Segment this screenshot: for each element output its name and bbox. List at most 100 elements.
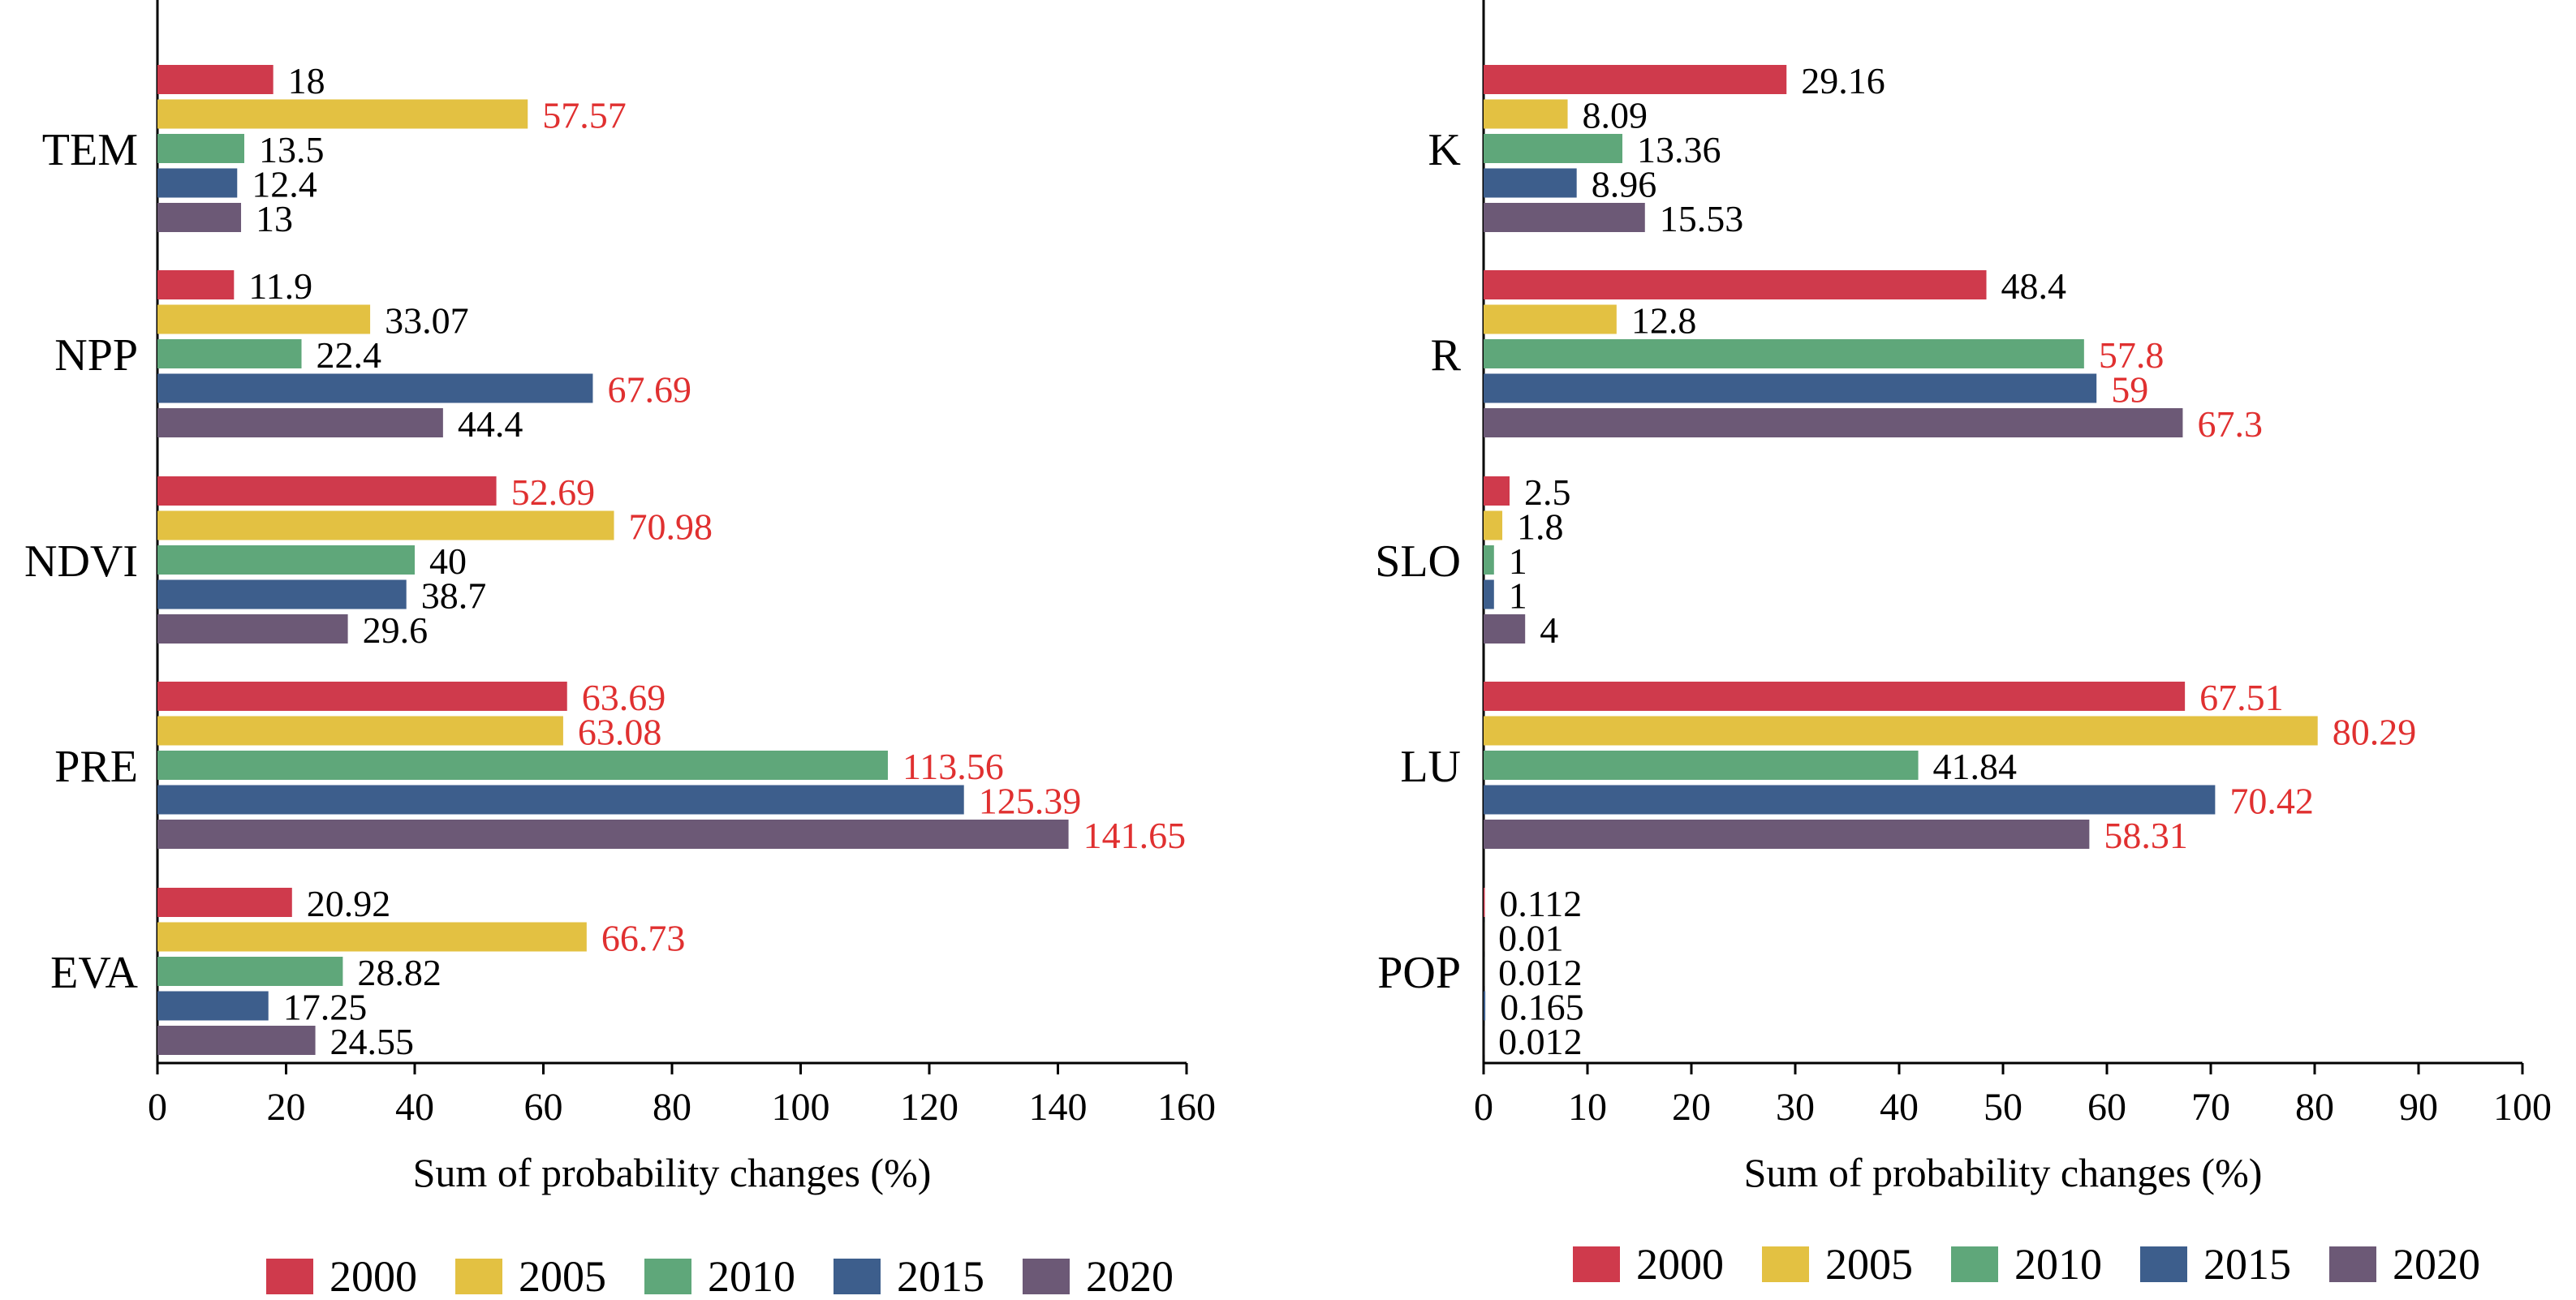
- bar-2005: [157, 99, 528, 129]
- bar-2010: [1484, 751, 1919, 780]
- data-label: 38.7: [421, 575, 487, 617]
- x-axis-title: Sum of probability changes (%): [413, 1150, 932, 1195]
- legend-swatch-2005: [1762, 1246, 1809, 1282]
- legend-swatch-2010: [1951, 1246, 1998, 1282]
- bar-2000: [157, 682, 567, 711]
- bar-2015: [1484, 579, 1494, 609]
- legend-label-2015: 2015: [897, 1252, 984, 1300]
- data-label: 63.08: [578, 712, 662, 753]
- bar-2010: [1484, 134, 1623, 163]
- x-tick-label: 10: [1568, 1086, 1607, 1129]
- bar-2010: [1484, 545, 1494, 575]
- x-tick-label: 60: [2087, 1086, 2126, 1129]
- bar-2010: [157, 751, 888, 780]
- legend-swatch-2020: [1023, 1259, 1070, 1294]
- data-label: 66.73: [601, 918, 686, 959]
- data-label: 4: [1540, 609, 1558, 651]
- legend-swatch-2015: [2140, 1246, 2187, 1282]
- x-tick-label: 100: [772, 1086, 830, 1129]
- x-tick-label: 0: [1474, 1086, 1493, 1129]
- data-label: 80.29: [2333, 712, 2417, 753]
- bar-2005: [1484, 510, 1503, 540]
- legend-swatch-2005: [455, 1259, 502, 1294]
- data-label: 8.09: [1583, 95, 1648, 136]
- data-label: 0.012: [1498, 1021, 1583, 1062]
- bar-2020: [1484, 820, 2090, 849]
- data-label: 58.31: [2104, 815, 2188, 856]
- bar-2010: [1484, 339, 2084, 368]
- legend-swatch-2010: [644, 1259, 691, 1294]
- bar-2015: [1484, 168, 1577, 198]
- legend-label-2000: 2000: [1636, 1240, 1724, 1289]
- category-label: PRE: [54, 742, 138, 792]
- legend-label-2020: 2020: [1086, 1252, 1174, 1300]
- data-label: 12.4: [252, 164, 317, 205]
- data-label: 28.82: [357, 952, 442, 993]
- x-tick-label: 50: [1984, 1086, 2022, 1129]
- bar-2015: [1484, 785, 2216, 815]
- x-tick-label: 60: [524, 1086, 563, 1129]
- bar-2020: [157, 820, 1069, 849]
- category-label: LU: [1400, 742, 1461, 792]
- legend-label-2005: 2005: [519, 1252, 606, 1300]
- x-tick-label: 70: [2191, 1086, 2230, 1129]
- bar-2020: [1484, 203, 1645, 232]
- bar-2005: [157, 304, 371, 334]
- data-label: 70.98: [629, 506, 713, 548]
- bar-2020: [157, 1026, 316, 1055]
- bar-2005: [1484, 99, 1568, 129]
- bar-2015: [157, 785, 964, 815]
- data-label: 48.4: [2001, 265, 2067, 307]
- category-label: POP: [1377, 948, 1461, 998]
- data-label: 52.69: [511, 471, 596, 513]
- bar-2015: [157, 579, 407, 609]
- data-label: 22.4: [317, 334, 382, 376]
- data-label: 70.42: [2229, 781, 2314, 822]
- data-label: 15.53: [1660, 198, 1744, 239]
- bar-2000: [1484, 270, 1987, 299]
- x-tick-label: 120: [900, 1086, 958, 1129]
- data-label: 0.165: [1500, 987, 1584, 1028]
- bar-2000: [1484, 682, 2186, 711]
- data-label: 20.92: [307, 883, 391, 924]
- x-axis-title: Sum of probability changes (%): [1744, 1150, 2263, 1195]
- data-label: 41.84: [1933, 746, 2018, 787]
- bar-2000: [157, 888, 292, 917]
- bar-2005: [1484, 304, 1617, 334]
- data-label: 0.012: [1498, 952, 1583, 993]
- chart-left-climate-vegetation: 0 20 40 60 80 100 120 140 160 Sum of probability …: [24, 0, 1216, 1195]
- legend-label-2000: 2000: [330, 1252, 417, 1300]
- data-label: 57.57: [542, 95, 627, 136]
- category-label: EVA: [50, 948, 138, 998]
- data-label: 13.36: [1637, 129, 1721, 170]
- legend-swatch-2000: [266, 1259, 313, 1294]
- data-label: 44.4: [458, 403, 523, 445]
- bar-2015: [157, 168, 238, 198]
- x-tick-label: 80: [653, 1086, 691, 1129]
- x-tick-label: 100: [2493, 1086, 2552, 1129]
- data-label: 63.69: [582, 677, 666, 718]
- data-label: 67.69: [607, 369, 691, 411]
- bar-2010: [157, 134, 244, 163]
- data-label: 125.39: [979, 781, 1082, 822]
- bar-2000: [157, 476, 497, 506]
- bar-2005: [1484, 716, 2318, 746]
- data-label: 0.01: [1498, 918, 1564, 959]
- data-label: 13: [256, 198, 293, 239]
- x-tick-label: 160: [1157, 1086, 1216, 1129]
- legend-left: 2000 2005 2010 2015 2020: [266, 1252, 1174, 1300]
- data-label: 12.8: [1631, 300, 1696, 342]
- legend-label-2005: 2005: [1825, 1240, 1913, 1289]
- category-label: NPP: [54, 330, 138, 381]
- bar-2000: [1484, 65, 1787, 94]
- category-label: K: [1428, 125, 1461, 175]
- bar-2000: [1484, 476, 1510, 506]
- bar-2010: [157, 957, 343, 986]
- bar-2020: [1484, 614, 1526, 644]
- x-tick-label: 80: [2295, 1086, 2334, 1129]
- data-label: 13.5: [259, 129, 325, 170]
- bar-2005: [157, 716, 563, 746]
- data-label: 29.6: [363, 609, 428, 651]
- category-label: NDVI: [24, 536, 138, 587]
- data-label: 29.16: [1801, 60, 1885, 101]
